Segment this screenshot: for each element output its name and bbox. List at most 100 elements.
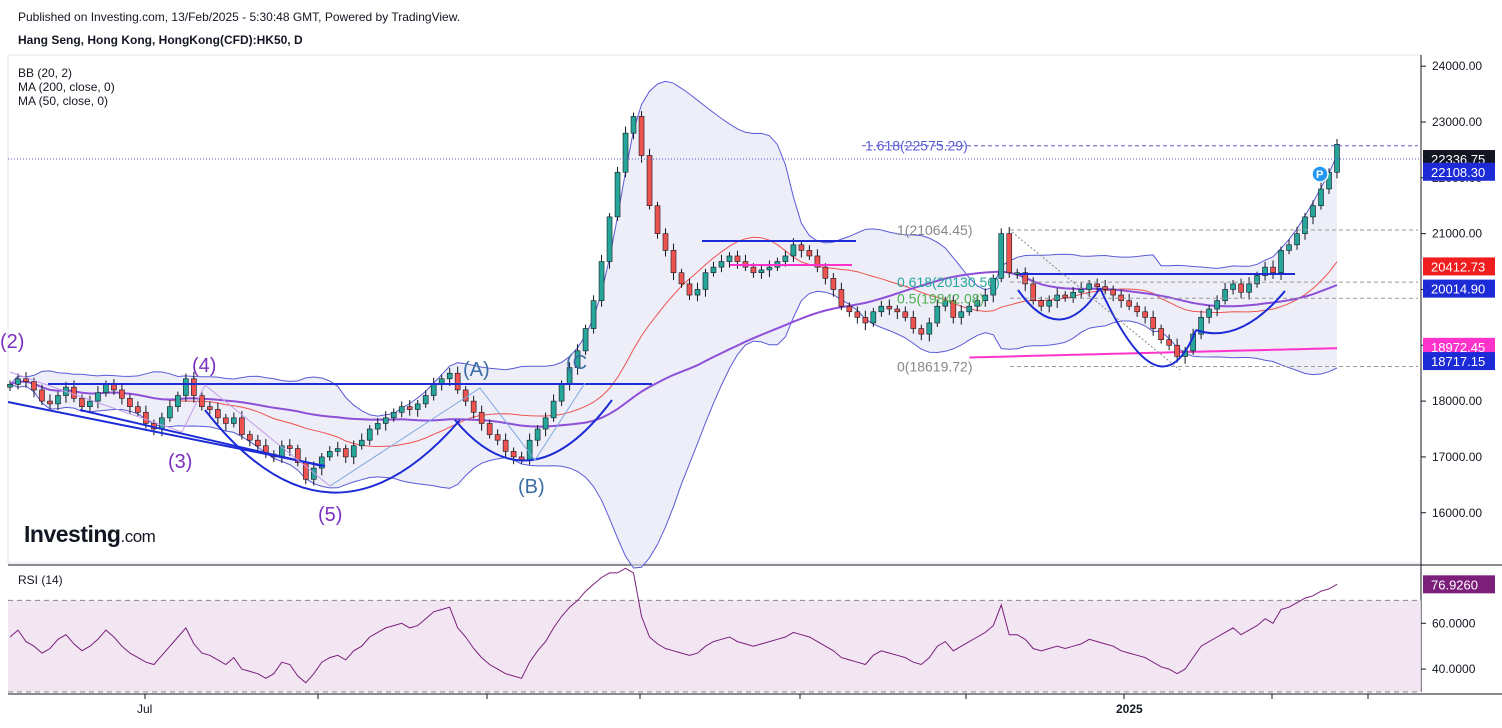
candle-body	[414, 403, 421, 410]
candle-body	[806, 250, 813, 257]
head-arc	[1099, 287, 1197, 368]
candle-body	[550, 400, 557, 419]
candle-body	[1070, 291, 1076, 299]
candle-body	[766, 266, 773, 271]
candle-body	[1150, 317, 1156, 329]
ma200-line	[969, 347, 1338, 359]
price-alert-badge	[1311, 165, 1329, 183]
candle-body	[382, 417, 389, 424]
candle-body	[678, 272, 685, 285]
shoulder-arc-left	[1017, 287, 1101, 321]
cup-arc-right	[454, 399, 613, 462]
candle-body	[902, 311, 909, 318]
candle-body	[159, 417, 165, 430]
candle-body	[966, 305, 973, 313]
wave-label: (B)	[518, 476, 545, 498]
candle-body	[143, 411, 149, 424]
wave-zigzag-purple	[9, 371, 331, 487]
candle-body	[23, 378, 29, 382]
candle-body	[310, 467, 317, 480]
candle-body	[1310, 205, 1316, 218]
candle-body	[183, 378, 189, 396]
price-tick-label: 23000.00	[1432, 115, 1482, 129]
candle-body	[590, 300, 597, 329]
candle-body	[750, 266, 757, 274]
candle-body	[31, 381, 37, 391]
rsi-last-marker	[1423, 575, 1495, 594]
bollinger-lower-line	[9, 290, 1338, 569]
candle-body	[638, 116, 645, 156]
candle-body	[670, 250, 677, 274]
candle-body	[974, 300, 981, 307]
candle-body	[1102, 286, 1108, 290]
candle-body	[135, 406, 141, 413]
candle-body	[215, 409, 221, 419]
candle-body	[87, 400, 93, 407]
candle-body	[430, 384, 437, 396]
candle-body	[470, 400, 477, 413]
price-tick-label: 18000.00	[1432, 394, 1482, 408]
candle-body	[1126, 300, 1132, 307]
candle-body	[846, 305, 853, 313]
candle-body	[950, 300, 957, 318]
candle-body	[1214, 300, 1220, 310]
time-tick-label: 2025	[1116, 702, 1143, 716]
fib-level-label: 0.618(20130.56)	[897, 274, 1000, 290]
candle-body	[758, 269, 765, 274]
candle-body	[734, 255, 741, 262]
candle-body	[1262, 266, 1268, 276]
candle-body	[790, 244, 797, 257]
fib-level-label: 0.5(19842.08)	[897, 290, 984, 306]
candle-body	[982, 294, 989, 301]
candle-body	[294, 448, 301, 463]
candle-body	[454, 372, 461, 391]
rsi-band-fill	[8, 600, 1421, 692]
candle-body	[1270, 266, 1276, 274]
candle-body	[326, 451, 333, 458]
candle-body	[654, 205, 661, 234]
price-marker-box	[1423, 279, 1495, 298]
wave-label: (5)	[318, 504, 342, 526]
investing-logo: Investing.com	[24, 521, 156, 547]
wedge-upper-trendline	[79, 409, 323, 467]
candle-body	[990, 277, 997, 296]
candle-body	[1334, 144, 1340, 173]
candle-body	[422, 395, 429, 405]
candle-body	[1238, 283, 1244, 293]
candle-body	[1062, 294, 1069, 299]
rsi-tick-label: 60.0000	[1432, 616, 1476, 630]
indicator-bb-label: BB (20, 2)	[18, 66, 73, 80]
wave-label: (3)	[168, 451, 192, 473]
rsi-last-label: 76.9260	[1431, 577, 1478, 592]
candle-body	[830, 277, 837, 290]
candle-body	[199, 395, 205, 407]
price-alert-badge-label: P	[1316, 169, 1323, 181]
candle-body	[95, 392, 101, 402]
candle-body	[1174, 344, 1180, 357]
candle-body	[47, 400, 53, 405]
candle-body	[1206, 308, 1212, 318]
candle-body	[103, 384, 109, 394]
candle-body	[1294, 233, 1300, 246]
wave-label: (4)	[192, 355, 216, 377]
candle-body	[478, 411, 485, 424]
candle-body	[398, 406, 405, 413]
candle-body	[366, 428, 373, 441]
candle-body	[1254, 275, 1260, 285]
candle-body	[614, 171, 621, 218]
candle-body	[231, 417, 237, 424]
candle-body	[606, 216, 613, 262]
candle-body	[822, 266, 829, 279]
candle-body	[694, 289, 701, 296]
candle-body	[574, 350, 581, 368]
candle-body	[926, 322, 933, 335]
candle-body	[358, 439, 365, 447]
candle-body	[462, 389, 469, 402]
candle-body	[1302, 216, 1308, 234]
candle-body	[862, 317, 869, 324]
candle-body	[942, 300, 949, 307]
candle-body	[207, 406, 213, 410]
bollinger-band-fill	[10, 81, 1337, 569]
